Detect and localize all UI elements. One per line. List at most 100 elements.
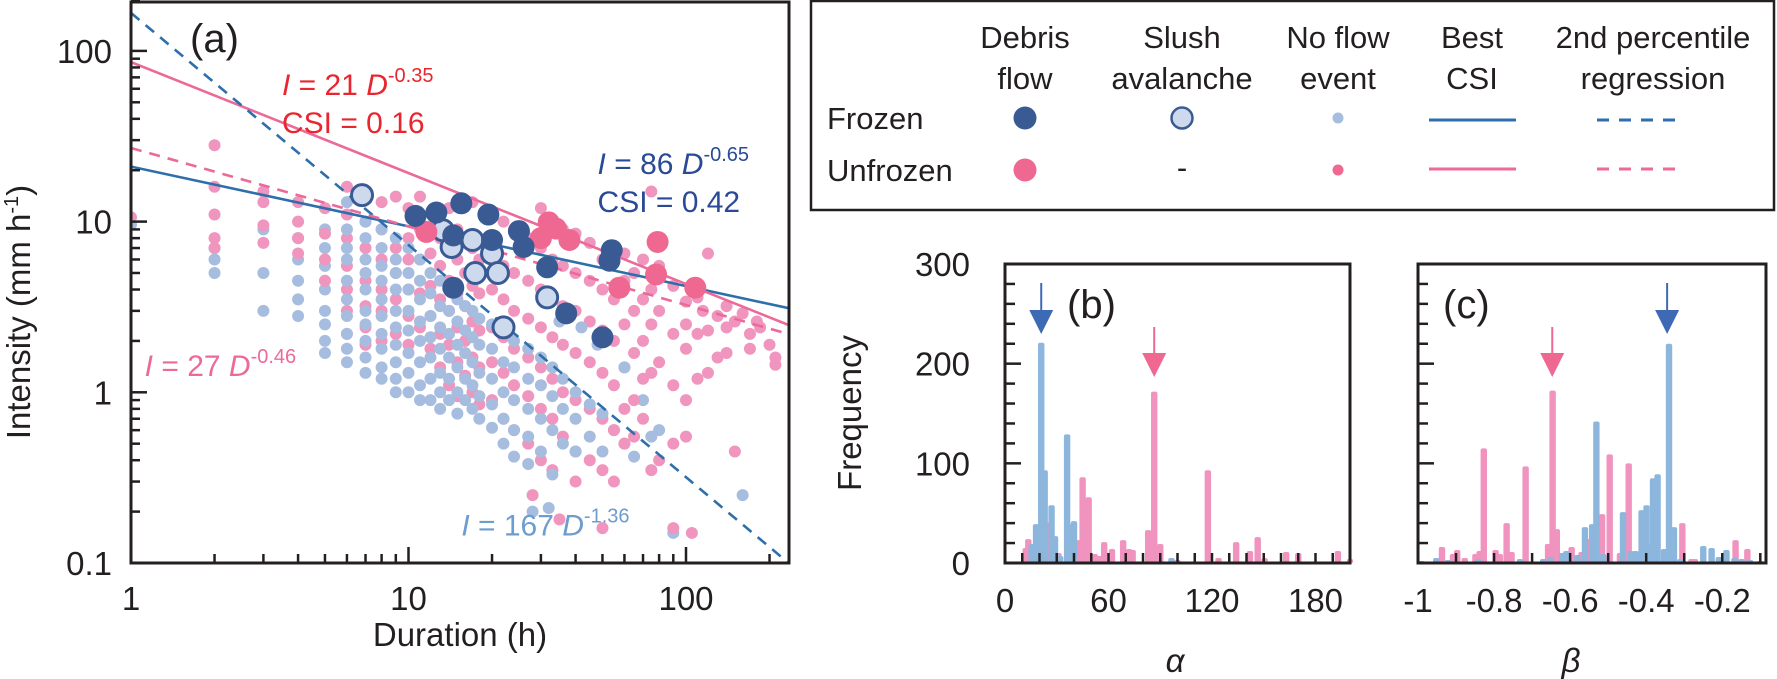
legend-header-line2: CSI <box>1446 61 1498 96</box>
unfrozen-no-flow-point <box>743 327 756 340</box>
unfrozen-no-flow-point <box>596 283 609 296</box>
frozen-no-flow-point <box>375 372 388 385</box>
frozen-no-flow-point <box>340 253 353 266</box>
unfrozen-no-flow-point <box>497 366 510 379</box>
frozen-no-flow-point <box>318 334 331 347</box>
frozen-no-flow-point <box>575 321 588 334</box>
frozen-no-flow-point <box>583 430 596 443</box>
frozen-no-flow-point <box>508 394 521 407</box>
frozen-no-flow-point <box>534 412 547 425</box>
frozen-debris-flow-point <box>481 229 504 252</box>
y-tick-label: 10 <box>75 204 112 241</box>
eq-var-i: I <box>461 509 469 542</box>
frozen-no-flow-point <box>402 304 415 317</box>
frozen-histogram-bar <box>1632 551 1639 563</box>
unfrozen-no-flow-point <box>645 318 658 331</box>
frozen-no-flow-point <box>424 266 437 279</box>
y-tick-label: 0 <box>952 545 970 582</box>
frozen-no-flow-point <box>522 372 535 385</box>
y-tick-label: 100 <box>915 445 970 482</box>
unfrozen-histogram-bar <box>1496 554 1503 563</box>
eq-exponent: -0.35 <box>388 65 434 87</box>
unfrozen-no-flow-point <box>508 266 521 279</box>
unfrozen-no-flow-point <box>680 430 692 443</box>
unfrozen-no-flow-point <box>208 242 221 255</box>
unfrozen-histogram-bar <box>1522 466 1529 563</box>
x-tick-label: 0 <box>996 582 1014 619</box>
frozen-no-flow-point <box>546 468 559 481</box>
frozen-no-flow-point <box>292 293 305 306</box>
unfrozen-no-flow-point <box>637 334 650 347</box>
unfrozen-no-flow-point <box>389 190 402 203</box>
frozen-no-flow-point <box>451 386 464 399</box>
unfrozen-no-flow-point <box>637 293 650 306</box>
frozen-no-flow-point <box>637 394 650 407</box>
unfrozen-no-flow-point <box>728 445 741 458</box>
frozen-no-flow-point <box>628 450 641 463</box>
legend-row-frozen: Frozen <box>827 101 923 136</box>
frozen-no-flow-point <box>534 445 547 458</box>
frozen-no-flow-point <box>375 361 388 374</box>
y-tick-label: 200 <box>915 346 970 383</box>
unfrozen-no-flow-point <box>534 321 547 334</box>
frozen-no-flow-point <box>359 232 372 245</box>
frozen-no-flow-point <box>375 309 388 322</box>
unfrozen-histogram-bar <box>1503 523 1510 563</box>
panel-a-ticks: 1 10 100 0.1 1 10 100 <box>57 0 771 617</box>
frozen-no-flow-point <box>375 342 388 355</box>
frozen-arrow-head <box>1655 310 1680 334</box>
unfrozen-no-flow-point <box>720 346 733 359</box>
panel-b-arrows <box>1029 283 1167 377</box>
unfrozen-no-flow-point <box>413 190 426 203</box>
x-tick-label: -0.6 <box>1542 582 1599 619</box>
unfrozen-no-flow-point <box>596 464 609 477</box>
frozen-no-flow-point <box>257 304 270 317</box>
panel-b-frame <box>1003 262 1352 565</box>
unfrozen-histogram-bar <box>1091 554 1098 563</box>
unfrozen-no-flow-point <box>486 283 499 296</box>
frozen-no-flow-point <box>534 379 547 392</box>
frozen-debris-flow-point <box>591 326 614 349</box>
frozen-no-flow-point <box>340 223 353 236</box>
frozen-no-flow-point <box>434 342 447 355</box>
eq-var-d: D <box>562 509 584 542</box>
unfrozen-no-flow-point <box>208 139 221 152</box>
frozen-no-flow-point <box>473 366 486 379</box>
frozen-no-flow-point <box>434 321 447 334</box>
frozen-no-flow-point <box>359 253 372 266</box>
unfrozen-histogram-bar <box>1508 552 1515 563</box>
unfrozen-no-flow-point <box>522 390 535 403</box>
frozen-no-flow-point <box>556 402 569 415</box>
unfrozen-no-flow-point <box>546 372 559 385</box>
frozen-histogram-bar <box>1619 512 1627 563</box>
frozen-no-flow-point <box>389 253 402 266</box>
frozen-no-flow-point <box>451 407 464 420</box>
unfrozen-no-flow-point <box>583 454 596 467</box>
unfrozen-no-flow-point <box>522 274 535 287</box>
unfrozen-histogram-bar <box>1100 542 1108 563</box>
unfrozen-histogram-bar <box>1108 549 1116 563</box>
frozen-no-flow-point <box>443 372 456 385</box>
legend-header-line2: flow <box>997 61 1053 96</box>
unfrozen-no-flow-point <box>424 247 437 260</box>
frozen-no-flow-point <box>466 402 479 415</box>
unfrozen-no-flow-point <box>553 513 566 526</box>
legend-header-line1: Slush <box>1143 20 1221 55</box>
frozen-no-flow-point <box>413 293 426 306</box>
unfrozen-no-flow-point <box>508 379 521 392</box>
unfrozen-no-flow-point <box>701 324 714 337</box>
frozen-no-flow-point <box>508 334 521 347</box>
frozen-no-flow-point <box>424 372 437 385</box>
legend-header-line1: Best <box>1441 20 1503 55</box>
frozen-no-flow-point <box>402 266 415 279</box>
frozen-no-flow-point <box>569 386 582 399</box>
unfrozen-no-flow-point <box>667 437 680 450</box>
unfrozen-no-flow-point <box>526 489 539 502</box>
unfrozen-histogram-bar <box>1129 550 1136 563</box>
frozen-no-flow-point <box>389 232 402 245</box>
unfrozen-no-flow-point <box>486 356 499 369</box>
unfrozen-histogram-bar <box>1079 477 1086 563</box>
unfrozen-histogram-bar <box>1744 549 1751 563</box>
